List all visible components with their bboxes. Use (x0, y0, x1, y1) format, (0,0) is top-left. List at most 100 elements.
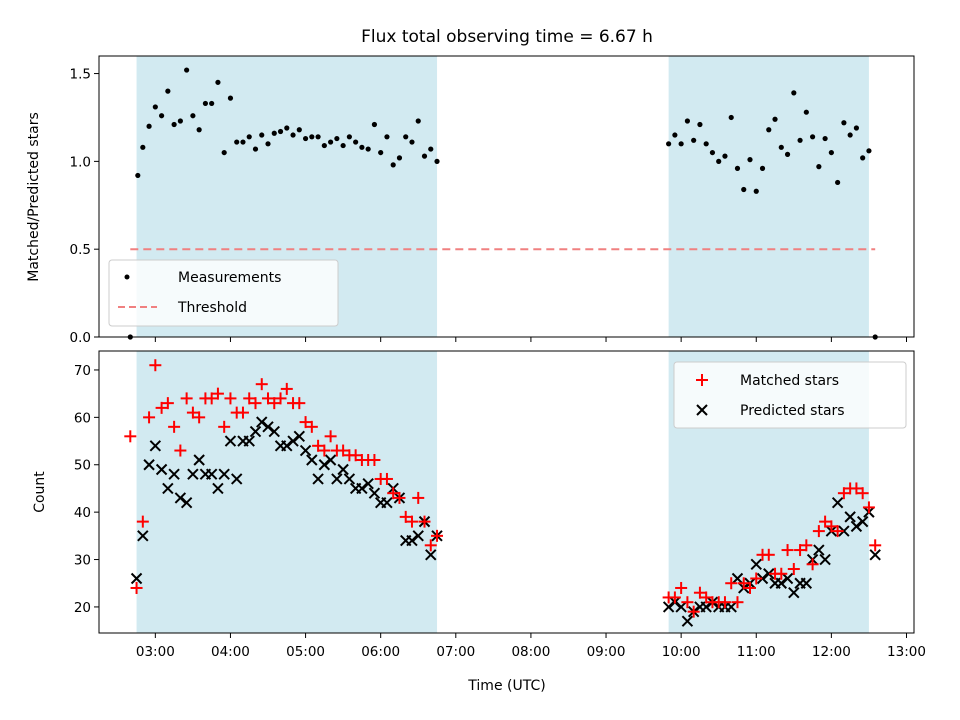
predicted-stroke (205, 468, 218, 480)
predicted-stroke (775, 577, 788, 589)
predicted-stroke (831, 496, 844, 509)
matched-point (324, 430, 337, 443)
bottom-plot-data (124, 359, 882, 627)
matched-point (725, 577, 738, 590)
matched-point (280, 382, 293, 395)
predicted-stroke (231, 473, 243, 485)
matched-point (750, 572, 763, 585)
measurement-point (240, 139, 246, 145)
x-tick-label: 12:00 (812, 644, 851, 660)
predicted-point (831, 496, 844, 509)
measurement-point (390, 162, 396, 168)
matched-point (124, 430, 137, 443)
matched-point (819, 515, 832, 528)
matched-point (299, 416, 312, 429)
measurement-point (165, 88, 171, 94)
legend-predicted-label: Predicted stars (740, 403, 845, 419)
measurement-point (697, 121, 703, 128)
predicted-point (731, 572, 744, 585)
bottom-axes-frame (98, 350, 915, 634)
predicted-point (168, 468, 180, 480)
predicted-point (231, 473, 243, 485)
matched-point (161, 397, 174, 410)
predicted-point (788, 587, 800, 599)
matched-point (168, 420, 181, 433)
ratio-panel: 0.0 0.5 1.0 1.5 Matched/Predicted stars Mea… (26, 55, 915, 346)
predicted-stroke (162, 482, 174, 495)
legend-measurements-marker (124, 274, 130, 280)
legend-measurements-label: Measurements (178, 270, 281, 286)
matched-point (268, 397, 281, 410)
measurement-point (359, 144, 365, 150)
measurement-point (853, 125, 860, 131)
measurement-point (753, 188, 759, 194)
predicted-point (180, 496, 193, 509)
predicted-stroke (425, 549, 437, 561)
matched-point (243, 392, 256, 405)
measurement-point (728, 114, 734, 121)
predicted-point (318, 459, 331, 471)
measurement-point (140, 144, 146, 150)
observing-window (668, 56, 869, 337)
measurement-point (209, 100, 215, 107)
x-tick-label: 08:00 (511, 644, 550, 660)
count-panel: 20 30 40 50 60 70 03:00 04:00 05:00 06:00 07:00 08… (32, 350, 926, 694)
predicted-point (193, 454, 205, 466)
predicted-stroke (813, 544, 825, 556)
x-tick-label: 09:00 (587, 644, 626, 660)
matched-point (337, 444, 350, 457)
predicted-point (844, 511, 856, 523)
matched-point (862, 501, 875, 514)
x-tick-label: 03:00 (136, 644, 175, 660)
predicted-point (287, 435, 299, 447)
predicted-point (243, 435, 255, 447)
predicted-point (218, 468, 230, 480)
predicted-stroke (750, 558, 762, 570)
bottom-x-ticks: 03:00 04:00 05:00 06:00 07:00 08:00 09:00 10:00… (136, 633, 926, 660)
measurement-point (734, 165, 741, 171)
predicted-point (368, 487, 381, 499)
y-tick-label: 70 (74, 363, 91, 379)
measurement-point (353, 139, 359, 145)
x-tick-label: 13:00 (887, 644, 926, 660)
predicted-stroke (224, 435, 237, 447)
measurement-point (866, 148, 872, 154)
measurement-point (847, 132, 853, 138)
x-tick-label: 05:00 (286, 644, 325, 660)
measurement-point (434, 158, 440, 164)
predicted-point (337, 463, 349, 476)
predicted-point (306, 454, 318, 466)
measurement-point (822, 135, 828, 142)
predicted-stroke (856, 515, 869, 528)
predicted-stroke (180, 496, 193, 509)
predicted-stroke (362, 477, 374, 490)
matched-point (186, 406, 199, 419)
predicted-stroke (287, 435, 299, 447)
measurement-point (415, 118, 421, 124)
top-x-ticks (154, 337, 907, 342)
predicted-stroke (256, 416, 268, 428)
matched-point (130, 581, 143, 594)
predicted-point (331, 473, 343, 485)
legend-matched-label: Matched stars (740, 373, 839, 389)
measurement-point (246, 134, 252, 140)
predicted-point (750, 558, 762, 570)
measurement-point (328, 139, 334, 145)
predicted-point (775, 577, 788, 589)
matched-point (236, 406, 249, 419)
predicted-stroke (299, 444, 312, 457)
measurement-point (384, 134, 390, 140)
matched-point (349, 449, 362, 462)
predicted-stroke (356, 482, 368, 495)
matched-point (393, 491, 406, 504)
predicted-point (838, 525, 850, 537)
measurement-point (296, 127, 302, 133)
predicted-point (813, 544, 825, 556)
legend-predicted-marker (696, 404, 708, 416)
y-tick-label: 30 (74, 553, 91, 569)
measurement-point (678, 141, 684, 147)
measurement-point (841, 120, 847, 126)
matched-point (224, 392, 237, 405)
predicted-stroke (187, 468, 199, 480)
predicted-stroke (293, 430, 306, 443)
